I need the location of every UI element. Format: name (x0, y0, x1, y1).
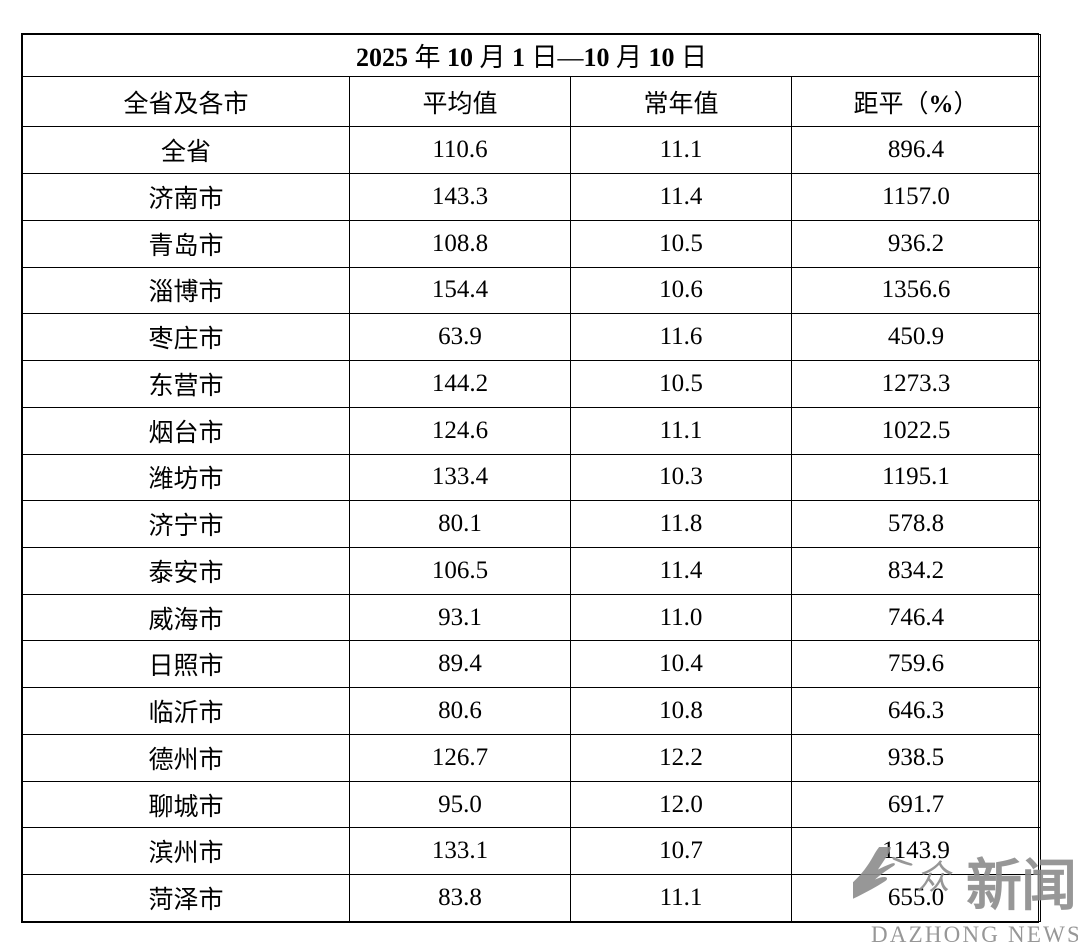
svg-text:众: 众 (916, 859, 953, 897)
svg-text:DAZHONG NEWS: DAZHONG NEWS (871, 922, 1078, 942)
svg-text:新: 新 (966, 854, 1022, 917)
svg-text:闻: 闻 (1021, 854, 1077, 917)
